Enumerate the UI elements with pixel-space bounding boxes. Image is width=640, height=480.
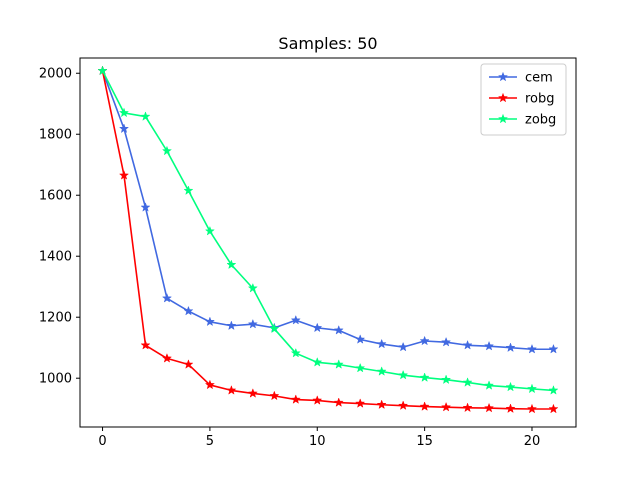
data-point-cem — [441, 336, 452, 347]
data-point-zobg — [419, 372, 430, 382]
data-point-robg — [118, 170, 130, 180]
data-point-cem — [204, 316, 215, 327]
y-tick-label: 1000 — [39, 372, 72, 387]
x-tick-label: 10 — [309, 434, 326, 449]
data-point-zobg — [161, 145, 173, 156]
axes: 0 5 10 15 20 1000 1200 1400 1600 1800 2000 — [39, 67, 540, 449]
data-point-cem — [161, 292, 173, 303]
data-point-robg — [226, 385, 237, 395]
data-point-cem — [247, 318, 258, 329]
data-point-robg — [183, 359, 194, 369]
plot-frame — [79, 57, 577, 428]
data-point-cem — [226, 320, 237, 331]
data-point-cem — [140, 202, 151, 212]
chart-title: Samples: 50 — [278, 34, 377, 53]
data-point-zobg — [312, 357, 323, 367]
data-point-zobg — [376, 366, 387, 376]
data-point-robg — [376, 399, 387, 410]
data-point-robg — [462, 402, 473, 413]
data-point-cem — [118, 123, 130, 134]
data-point-robg — [269, 390, 280, 401]
x-tick-label: 20 — [524, 434, 541, 449]
data-point-zobg — [183, 185, 194, 195]
data-point-robg — [419, 401, 430, 411]
data-point-zobg — [226, 259, 237, 270]
data-point-cem — [483, 340, 495, 351]
data-point-zobg — [140, 111, 151, 121]
data-point-robg — [526, 403, 538, 414]
y-tick-label: 1800 — [39, 128, 72, 143]
data-point-zobg — [118, 107, 130, 118]
x-tick-label: 0 — [98, 434, 106, 449]
data-point-robg — [204, 379, 215, 390]
data-point-robg — [441, 401, 452, 412]
legend-entry-cem: cem — [489, 71, 553, 86]
data-point-robg — [398, 400, 409, 410]
x-tick-label: 15 — [416, 434, 433, 449]
data-point-robg — [161, 353, 173, 363]
series-line-zobg — [101, 70, 554, 392]
data-point-zobg — [483, 380, 495, 390]
data-point-robg — [505, 403, 516, 414]
legend-entry-robg: robg — [489, 92, 555, 107]
data-point-robg — [290, 394, 301, 404]
data-point-zobg — [333, 359, 344, 369]
y-tick-label: 1200 — [39, 311, 72, 326]
data-point-zobg — [441, 374, 452, 385]
data-point-robg — [247, 388, 258, 398]
data-point-cem — [419, 335, 430, 346]
data-point-robg — [312, 395, 323, 405]
data-point-cem — [398, 341, 409, 352]
series-line-robg — [101, 70, 554, 410]
y-tick-label: 1600 — [39, 189, 72, 204]
data-point-robg — [548, 403, 559, 414]
data-point-zobg — [462, 377, 473, 387]
legend-entry-zobg: zobg — [489, 113, 556, 128]
data-point-robg — [140, 339, 151, 350]
data-point-zobg — [290, 347, 301, 358]
data-point-zobg — [355, 362, 366, 373]
data-point-zobg — [548, 385, 559, 395]
data-point-zobg — [505, 381, 516, 392]
legend-label-robg: robg — [525, 92, 555, 107]
data-point-cem — [355, 334, 366, 344]
series-cem — [97, 65, 559, 354]
data-point-cem — [526, 343, 538, 354]
y-tick-label: 2000 — [39, 67, 72, 82]
data-point-zobg — [526, 383, 538, 394]
data-point-cem — [376, 338, 387, 349]
data-point-cem — [290, 314, 301, 325]
legend-marker-robg — [497, 92, 509, 103]
data-point-robg — [355, 398, 366, 408]
data-point-cem — [183, 305, 194, 316]
legend-label-cem: cem — [525, 71, 553, 86]
legend: cem robg zobg — [480, 63, 567, 136]
data-point-cem — [548, 343, 559, 354]
legend-label-zobg: zobg — [525, 113, 556, 128]
data-point-cem — [312, 322, 323, 333]
data-point-zobg — [204, 225, 215, 236]
data-point-robg — [333, 397, 344, 407]
series-lines — [97, 65, 559, 414]
data-point-zobg — [247, 282, 258, 293]
series-zobg — [97, 65, 559, 395]
series-line-cem — [101, 70, 554, 351]
data-point-cem — [333, 324, 344, 335]
data-point-zobg — [269, 323, 280, 334]
x-tick-label: 5 — [206, 434, 214, 449]
data-point-cem — [505, 342, 516, 353]
y-tick-label: 1400 — [39, 250, 72, 265]
data-point-zobg — [398, 369, 409, 380]
legend-marker-cem — [497, 71, 509, 82]
legend-marker-zobg — [497, 113, 509, 124]
data-point-cem — [462, 339, 473, 350]
data-point-robg — [483, 402, 495, 413]
data-point-zobg — [97, 65, 108, 76]
